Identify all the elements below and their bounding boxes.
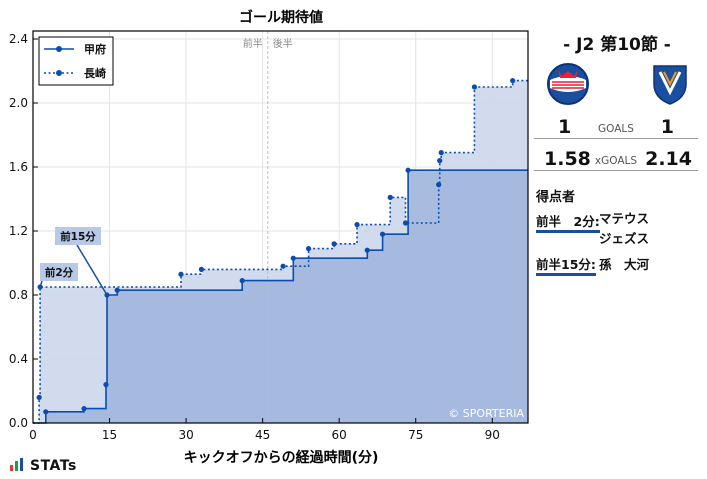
y-tick-label: 2.4 [9, 32, 28, 46]
goal-callout-line [39, 280, 43, 288]
goal-callout-label: 前15分 [60, 230, 96, 243]
divider [534, 138, 698, 139]
data-point [239, 278, 245, 284]
goal-callout-box [55, 227, 101, 245]
legend-box [38, 36, 114, 86]
stats-logo: STATs [10, 458, 77, 474]
goal-callout-box [40, 263, 78, 281]
x-tick-label: 45 [255, 428, 270, 442]
away-team-crest [653, 65, 687, 105]
data-point [436, 182, 442, 188]
data-point [331, 241, 337, 247]
legend-marker [56, 70, 62, 76]
goal-callout-line [76, 244, 108, 296]
brand-name: STATs [30, 458, 77, 474]
home-xg: 1.58 [544, 148, 591, 170]
x-tick-label: 15 [102, 428, 117, 442]
away-goals: 1 [660, 116, 674, 138]
data-point [198, 266, 205, 272]
legend-marker [56, 46, 62, 52]
data-point [114, 287, 120, 293]
scorer-time: 前半 2分: [536, 211, 600, 233]
data-point [290, 255, 296, 261]
scorer-entry: 前半 2分: マテウス ジェズス [536, 211, 649, 246]
xg-row: 1.58 xGOALS 2.14 [534, 148, 698, 176]
series-area [33, 170, 528, 423]
data-point [510, 78, 516, 84]
home-team-crest [547, 63, 589, 105]
scorer-name: マテウス ジェズス [599, 211, 650, 246]
bar-chart-icon [10, 458, 23, 471]
data-point [178, 271, 184, 277]
x-tick-label: 90 [485, 428, 500, 442]
y-tick-label: 1.6 [9, 160, 28, 174]
x-tick-label: 75 [408, 428, 423, 442]
data-point [81, 406, 87, 412]
watermark: © SPORTERIA [448, 407, 524, 420]
matchday-title: - J2 第10節 - [563, 35, 671, 55]
y-tick-label: 0.8 [9, 288, 28, 302]
data-point [36, 394, 42, 400]
x-tick-label: 60 [332, 428, 347, 442]
y-tick-label: 0.0 [9, 416, 28, 430]
x-tick-label: 30 [178, 428, 193, 442]
data-point [280, 263, 286, 269]
data-point [364, 247, 370, 253]
data-point [379, 231, 386, 237]
x-tick-label: 0 [29, 428, 37, 442]
chart-title: ゴール期待値 [239, 9, 323, 26]
data-point [387, 194, 393, 200]
plot-frame [32, 30, 529, 424]
x-axis-label: キックオフからの経過時間(分) [184, 449, 379, 466]
first-half-label: 前半 [243, 37, 263, 50]
away-xg: 2.14 [645, 148, 692, 170]
home-goals: 1 [558, 116, 572, 138]
scorer-name: 孫 大河 [599, 257, 650, 272]
scorer-time: 前半15分: [536, 254, 596, 276]
data-point [305, 246, 312, 252]
second-half-label: 後半 [273, 37, 293, 50]
scorers-title: 得点者 [536, 190, 576, 205]
legend-label: 甲府 [84, 42, 106, 56]
goal-callout-label: 前2分 [45, 266, 74, 279]
legend-label: 長崎 [84, 66, 106, 80]
data-point [43, 409, 49, 415]
goals-label: GOALS [598, 123, 634, 135]
goals-row: 1 GOALS 1 [534, 116, 698, 144]
data-point [103, 382, 109, 388]
y-tick-label: 1.2 [9, 224, 28, 238]
scorer-entry: 前半15分: 孫 大河 [536, 254, 649, 276]
y-tick-label: 2.0 [9, 96, 28, 110]
data-point [437, 158, 443, 164]
y-tick-label: 0.4 [9, 352, 28, 366]
divider [534, 170, 698, 171]
data-point [354, 222, 360, 228]
xg-label: xGOALS [594, 155, 638, 167]
data-point [405, 167, 411, 173]
data-point [438, 150, 444, 156]
data-point [471, 84, 478, 90]
data-point [402, 220, 409, 226]
